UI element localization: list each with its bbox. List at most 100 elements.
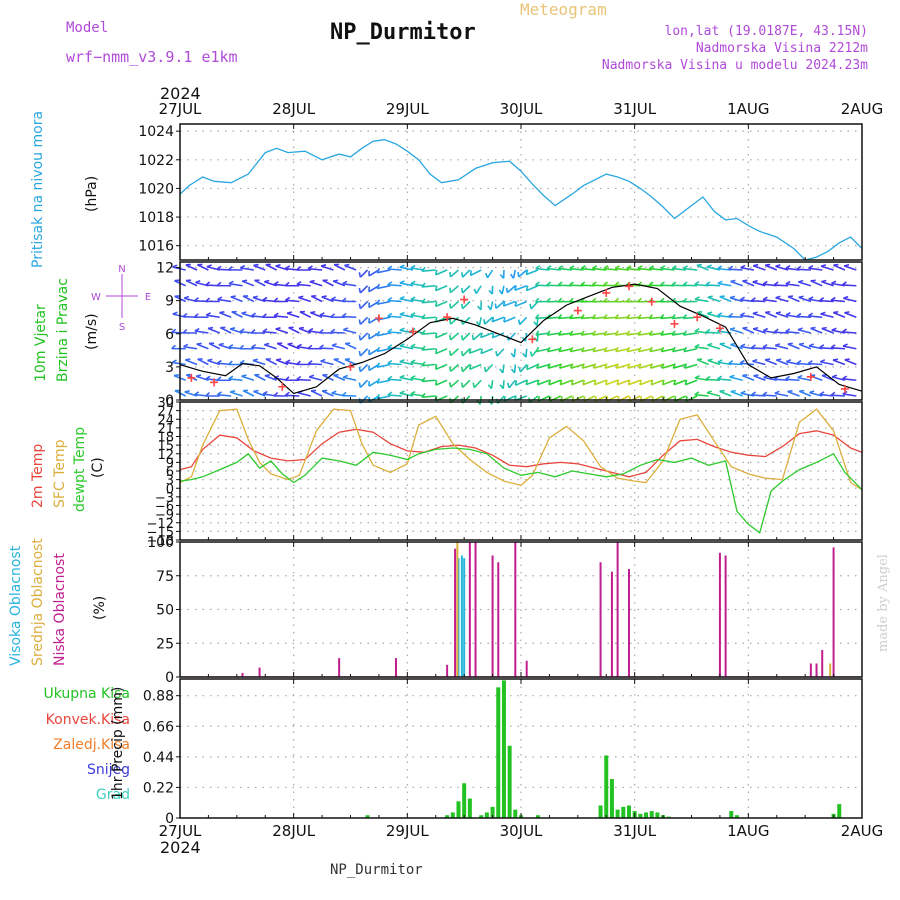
cloud-bar-2-20 (821, 650, 824, 677)
wind-barb-tick (421, 377, 426, 382)
wind-barb-tick (376, 283, 381, 289)
x-tick-label-top-5: 1AUG (727, 100, 769, 118)
wind-barb-tick (648, 281, 654, 286)
wind-barb (513, 348, 517, 358)
wind-barb (298, 296, 311, 303)
wind-barb-tick (637, 346, 642, 352)
wind-barb (470, 269, 482, 277)
cloud-bar-2-9 (497, 562, 500, 677)
wind-barb-tick (205, 312, 212, 316)
wind-barb-tick (671, 346, 676, 352)
wind-barb-tick (707, 342, 713, 346)
wind-barb-tick (603, 314, 608, 319)
wind-barb (696, 358, 709, 366)
wind-barb-tick (659, 281, 665, 286)
wind-barb-tick (787, 342, 793, 345)
wind-barb-tick (262, 328, 268, 333)
wind-barb (264, 374, 277, 381)
wind-barb (399, 297, 414, 303)
wind-barb-tick (421, 361, 426, 367)
wind-barb-tick (752, 279, 758, 283)
wind-barb (508, 379, 516, 389)
wind-barb-tick (730, 342, 736, 346)
wind-barb-tick (819, 344, 825, 349)
wind-barb (399, 266, 414, 271)
wind-barb (729, 328, 743, 334)
wind-barb-tick (194, 391, 200, 396)
wind-barb-tick (604, 363, 608, 369)
wind-barb (330, 331, 345, 334)
y-tick-label-1-4: 12 (156, 261, 174, 277)
wind-barb-tick (716, 265, 723, 270)
wind-barb (559, 363, 573, 369)
wind-barb-tick (194, 327, 200, 332)
wind-barb-tick (580, 281, 586, 286)
wind-barb (450, 363, 460, 373)
wind-barb-tick (488, 289, 493, 295)
wind-barb-tick (182, 312, 188, 318)
gust-marker-7 (460, 295, 469, 304)
wind-barb-tick (460, 335, 464, 341)
wind-barb-tick (593, 379, 597, 385)
wind-barb-tick (580, 330, 585, 336)
wind-barb-tick (742, 279, 748, 282)
wind-barb (787, 295, 800, 303)
gust-marker-17 (840, 384, 849, 393)
wind-barb (387, 378, 402, 382)
wind-barb (696, 264, 709, 271)
wind-barb (486, 269, 494, 279)
gust-marker-0 (187, 373, 196, 382)
wind-barb-tick (660, 346, 665, 352)
wind-barb (376, 332, 391, 337)
y-tick-label-4-4: 0.88 (143, 689, 174, 705)
wind-barb (480, 332, 493, 339)
wind-barb (581, 267, 595, 271)
wind-barb-tick (739, 296, 746, 301)
wind-barb-tick (707, 358, 713, 362)
precip-bar-0-16 (604, 755, 609, 818)
y-tick-label-2-13: 21 (157, 422, 174, 437)
wind-barb-tick (250, 343, 257, 349)
wind-barb (592, 347, 607, 353)
wind-barb-tick (694, 343, 700, 348)
wind-barb-tick (682, 281, 688, 286)
wind-barb-tick (503, 317, 506, 323)
wind-barb (569, 332, 584, 336)
wind-barb (774, 392, 789, 397)
wind-barb (649, 332, 664, 336)
wind-barb-tick (616, 379, 620, 385)
y-tick-label-2-9: 9 (166, 456, 174, 471)
wind-barb-tick (264, 374, 270, 377)
wind-barb-tick (331, 390, 337, 394)
wind-barb-tick (682, 314, 688, 319)
y-tick-label-2-10: 12 (157, 448, 174, 463)
wind-barb (513, 364, 517, 373)
wind-barb (421, 316, 436, 320)
wind-barb (343, 328, 357, 334)
wind-barb-tick (434, 269, 438, 276)
precip-bar-0-17 (609, 779, 614, 818)
wind-barb-tick (534, 297, 540, 303)
wind-barb (276, 342, 289, 350)
wind-barb (506, 285, 516, 294)
wind-barb-tick (820, 311, 826, 315)
y-tick-label-3-3: 75 (156, 569, 174, 585)
wind-barb-tick (284, 281, 290, 287)
wind-barb-tick (358, 272, 362, 278)
wind-barb-tick (205, 375, 211, 380)
wind-barb (774, 284, 789, 287)
wind-barb (742, 280, 755, 287)
wind-barb (478, 317, 482, 326)
precip-bar-0-8 (490, 806, 495, 818)
wind-barb (219, 311, 232, 318)
wind-barb-tick (387, 344, 393, 349)
wind-barb-tick (728, 312, 734, 318)
wind-barb-tick (570, 379, 574, 385)
wind-barb (450, 285, 460, 294)
wind-barb (843, 297, 857, 303)
wind-barb-tick (330, 313, 336, 318)
wind-barb-tick (764, 358, 771, 361)
wind-barb-tick (796, 265, 802, 270)
y-tick-label-1-2: 6 (165, 327, 174, 343)
gust-marker-11 (624, 282, 633, 291)
